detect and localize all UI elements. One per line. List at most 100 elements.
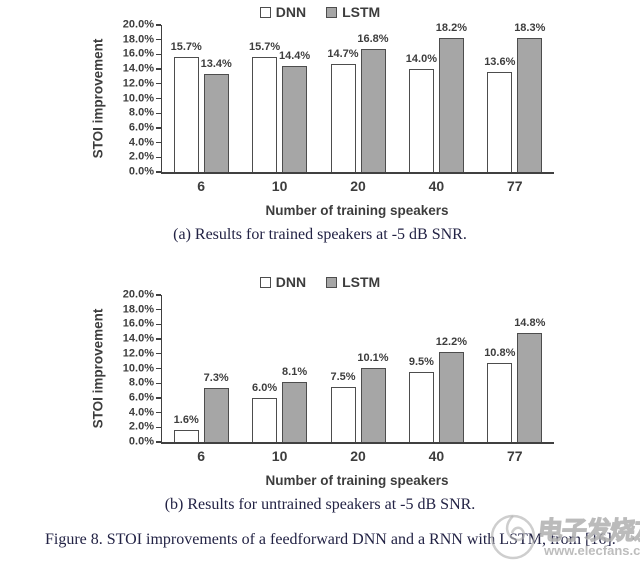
y-tick-label: 8.0% [128, 376, 154, 389]
bar-value-label-lstm-40: 12.2% [435, 336, 467, 349]
y-tick-mark [156, 97, 161, 100]
y-tick-mark [156, 156, 161, 158]
bar-value-label-lstm-10: 8.1% [282, 366, 308, 379]
y-tick-label: 6.0% [128, 121, 154, 134]
y-tick-mark [156, 141, 161, 144]
bar-dnn-6 [173, 430, 199, 442]
x-axis-title: Number of training speakers [265, 203, 449, 218]
y-tick-label: 2.0% [128, 420, 154, 433]
bar-value-label-lstm-6: 7.3% [203, 372, 229, 385]
y-tick-mark [156, 171, 161, 173]
bar-lstm-40 [438, 352, 464, 442]
y-tick-mark [156, 294, 161, 296]
x-tick-label-20: 20 [350, 448, 366, 464]
y-tick-mark [156, 397, 161, 399]
x-axis-title: Number of training speakers [265, 473, 449, 488]
bar-value-label-lstm-20: 16.8% [357, 32, 389, 45]
x-tick-label-20: 20 [350, 178, 366, 194]
y-tick-label: 14.0% [122, 332, 154, 345]
y-tick-label: 18.0% [122, 33, 154, 46]
y-tick-mark [156, 309, 161, 311]
y-tick-mark [156, 353, 161, 355]
y-tick-label: 6.0% [128, 391, 154, 404]
bar-value-label-dnn-10: 6.0% [252, 381, 278, 394]
y-axis-title-text: STOI improvement [90, 38, 106, 159]
bar-value-label-dnn-10: 15.7% [248, 40, 281, 53]
bar-dnn-10 [252, 397, 278, 442]
bar-lstm-10 [282, 66, 308, 172]
y-tick-mark [156, 441, 161, 443]
bar-value-label-lstm-77: 14.8% [514, 317, 546, 330]
x-tick-label-10: 10 [271, 448, 288, 464]
bar-value-label-dnn-77: 10.8% [484, 346, 516, 359]
bar-dnn-10 [252, 56, 278, 172]
bar-value-label-lstm-40: 18.2% [435, 22, 467, 35]
y-tick-label: 4.0% [128, 406, 154, 419]
legend-swatch-dnn [259, 276, 271, 288]
bar-value-label-dnn-20: 14.7% [327, 47, 359, 60]
bar-lstm-20 [360, 367, 386, 442]
y-tick-label: 20.0% [122, 18, 154, 31]
y-tick-label: 14.0% [122, 62, 154, 75]
bar-dnn-20 [330, 386, 356, 442]
y-tick-label: 0.0% [128, 165, 154, 178]
bar-lstm-6 [203, 388, 229, 442]
bar-value-label-lstm-20: 10.1% [357, 351, 389, 364]
x-tick-label-10: 10 [271, 178, 288, 194]
legend-label: LSTM [342, 274, 381, 290]
bar-lstm-40 [438, 38, 464, 172]
bar-lstm-77 [517, 37, 543, 172]
y-tick-mark [156, 39, 161, 41]
plot-area: 0.0% 2.0% 4.0% 6.0% 8.0% 10.0% 12.0% 14.0% 16.0%… [123, 19, 554, 194]
bar-dnn-20 [330, 63, 356, 172]
bar-lstm-20 [360, 48, 386, 172]
x-tick-label-40: 40 [428, 178, 445, 194]
y-tick-mark [156, 83, 161, 85]
bar-lstm-10 [282, 382, 308, 442]
y-tick-mark [156, 367, 161, 370]
y-axis-title: STOI improvement [88, 295, 108, 442]
y-axis-title-text: STOI improvement [90, 308, 106, 429]
x-tick-label-77: 77 [507, 178, 523, 194]
y-tick-label: 4.0% [128, 136, 154, 149]
legend-swatch-dnn [259, 6, 271, 18]
chart-trained-speakers: DNN LSTM STOI improvement 0.0% 2.0% 4.0% 6.0… [0, 0, 640, 268]
x-tick-label-40: 40 [428, 448, 445, 464]
y-tick-label: 12.0% [122, 77, 154, 90]
legend-item-dnn: DNN [259, 4, 306, 20]
legend: DNN LSTM [0, 273, 640, 291]
bar-dnn-40 [408, 69, 434, 172]
bar-value-label-lstm-6: 13.4% [200, 57, 232, 70]
bar-lstm-77 [517, 333, 543, 442]
y-tick-label: 16.0% [122, 317, 154, 330]
y-tick-label: 0.0% [128, 435, 154, 448]
y-tick-mark [156, 323, 161, 326]
y-tick-mark [156, 426, 161, 428]
y-tick-label: 10.0% [122, 92, 154, 104]
bar-value-label-dnn-40: 14.0% [405, 53, 437, 66]
bar-dnn-40 [408, 372, 434, 442]
y-tick-mark [156, 24, 161, 26]
legend-label: DNN [275, 274, 307, 290]
y-tick-label: 2.0% [128, 150, 154, 163]
y-tick-label: 18.0% [122, 303, 154, 316]
y-tick-mark [156, 338, 161, 340]
x-tick-label-6: 6 [197, 178, 206, 194]
subfigure-caption-a: (a) Results for trained speakers at -5 d… [173, 226, 467, 243]
legend-item-lstm: LSTM [326, 4, 380, 20]
y-tick-mark [156, 127, 161, 129]
bar-lstm-6 [203, 73, 229, 172]
bar-dnn-6 [173, 56, 199, 172]
bar-value-label-dnn-6: 15.7% [170, 40, 202, 53]
x-tick-label-6: 6 [197, 448, 206, 464]
subfigure-caption-b: (b) Results for untrained speakers at -5… [164, 496, 476, 513]
legend-label: LSTM [342, 4, 381, 20]
legend-item-dnn: DNN [259, 274, 307, 290]
y-axis-title: STOI improvement [88, 25, 108, 172]
bar-value-label-dnn-77: 13.6% [484, 56, 516, 69]
legend: DNN LSTM [0, 3, 640, 21]
x-tick-label-77: 77 [507, 448, 523, 464]
legend-item-lstm: LSTM [326, 274, 380, 290]
y-tick-mark [156, 112, 161, 114]
